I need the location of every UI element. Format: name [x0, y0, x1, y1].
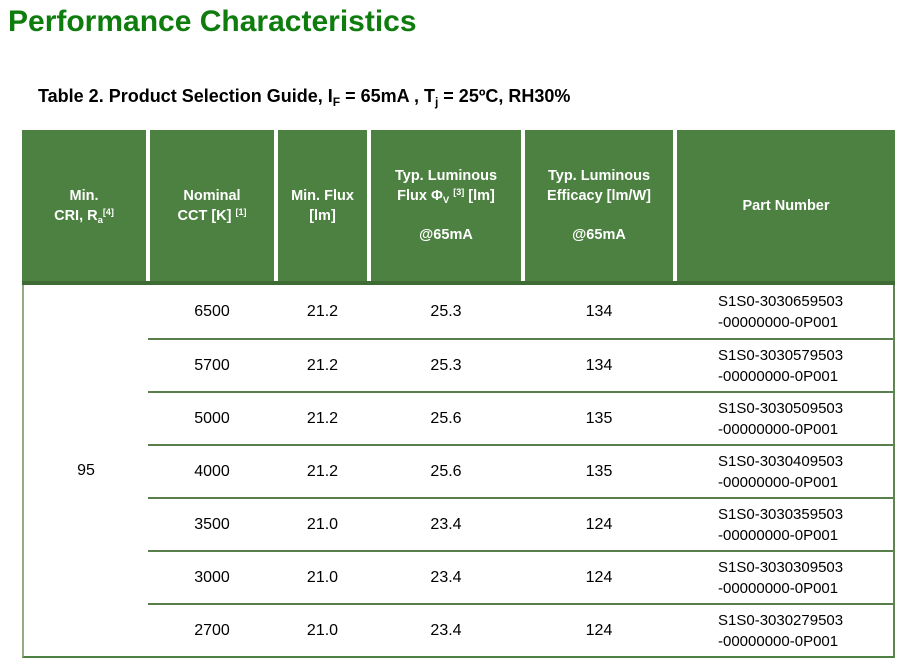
table-row: 3500 21.0 23.4 124 S1S0-3030359503 -0000… [148, 497, 893, 550]
header-cell-typ-luminous-flux: Typ. Luminous Flux ΦV [3] [lm] @65mA [371, 130, 521, 281]
part-number-line2: -00000000-0P001 [718, 632, 839, 650]
header-line: CRI, Ra[4] [54, 206, 114, 226]
part-number-line2: -00000000-0P001 [718, 473, 839, 491]
header-line: Nominal [183, 187, 241, 204]
part-number-cell: S1S0-3030659503 -00000000-0P001 [675, 285, 893, 338]
part-number-line1: S1S0-3030659503 [718, 292, 844, 310]
caption-sub-j: j [434, 95, 439, 109]
header-cell-typ-luminous-efficacy: Typ. Luminous Efficacy [lm/W] @65mA [525, 130, 673, 281]
part-number-line1: S1S0-3030279503 [718, 611, 844, 629]
page-title: Performance Characteristics [8, 5, 417, 38]
header-line: Typ. Luminous [394, 168, 498, 184]
header-line: CCT [K] [1] [177, 206, 247, 224]
min-flux-cell: 21.0 [306, 621, 339, 639]
header-line: Min. [69, 187, 99, 204]
typ-flux-cell: 23.4 [430, 515, 462, 533]
part-number-cell: S1S0-3030579503 -00000000-0P001 [675, 340, 893, 391]
header-cell-nominal-cct: Nominal CCT [K] [1] [150, 130, 274, 281]
part-number-cell: S1S0-3030359503 -00000000-0P001 [675, 499, 893, 550]
product-selection-table: Min. CRI, Ra[4] Nominal CCT [K] [1] Min.… [22, 130, 895, 658]
caption-text: Table 2. Product Selection Guide, I [38, 86, 333, 106]
efficacy-cell: 134 [585, 356, 613, 374]
cct-cell: 2700 [194, 621, 230, 639]
header-cell-part-number: Part Number [677, 130, 895, 281]
caption-sub-f: F [332, 95, 341, 109]
typ-flux-cell: 25.6 [430, 409, 462, 427]
typ-flux-cell: 23.4 [430, 568, 462, 586]
table-caption: Table 2. Product Selection Guide, IF = 6… [38, 86, 571, 109]
header-current-condition: @65mA [419, 227, 473, 243]
min-flux-cell: 21.2 [306, 302, 339, 320]
table-row: 2700 21.0 23.4 124 S1S0-3030279503 -0000… [148, 603, 893, 656]
header-line: Part Number [742, 197, 830, 214]
header-cell-min-flux: Min. Flux [lm] [278, 130, 367, 281]
part-number-cell: S1S0-3030509503 -00000000-0P001 [675, 393, 893, 444]
min-flux-cell: 21.2 [306, 409, 339, 427]
part-number-cell: S1S0-3030279503 -00000000-0P001 [675, 605, 893, 656]
header-line: Typ. Luminous [547, 168, 651, 184]
table-rows: 6500 21.2 25.3 134 S1S0-3030659503 -0000… [148, 285, 893, 656]
efficacy-cell: 134 [585, 302, 613, 320]
cct-cell: 5000 [194, 409, 230, 427]
part-number-line1: S1S0-3030509503 [718, 399, 844, 417]
efficacy-cell: 124 [585, 515, 613, 533]
header-line: [lm] [309, 207, 336, 224]
table-row: 5000 21.2 25.6 135 S1S0-3030509503 -0000… [148, 391, 893, 444]
caption-text: = 65mA , T [340, 86, 435, 106]
min-cri-merged-cell: 95 [77, 461, 95, 479]
min-flux-cell: 21.0 [306, 568, 339, 586]
header-current-condition: @65mA [572, 227, 626, 243]
table-header-row: Min. CRI, Ra[4] Nominal CCT [K] [1] Min.… [22, 130, 895, 285]
table-row: 6500 21.2 25.3 134 S1S0-3030659503 -0000… [148, 285, 893, 338]
table-row: 5700 21.2 25.3 134 S1S0-3030579503 -0000… [148, 338, 893, 391]
part-number-line1: S1S0-3030579503 [718, 346, 844, 364]
typ-flux-cell: 25.3 [430, 302, 462, 320]
header-line: Flux ΦV [3] [lm] [397, 187, 495, 206]
cct-cell: 3000 [194, 568, 230, 586]
part-number-line2: -00000000-0P001 [718, 526, 839, 544]
min-flux-cell: 21.2 [306, 356, 339, 374]
typ-flux-cell: 23.4 [430, 621, 462, 639]
part-number-line1: S1S0-3030359503 [718, 505, 844, 523]
min-flux-cell: 21.2 [306, 462, 339, 480]
part-number-line2: -00000000-0P001 [718, 367, 839, 385]
table-body: 95 6500 21.2 25.3 134 S1S0-3030659503 -0… [22, 285, 895, 658]
part-number-line2: -00000000-0P001 [718, 579, 839, 597]
table-row: 4000 21.2 25.6 135 S1S0-3030409503 -0000… [148, 444, 893, 497]
cct-cell: 6500 [194, 302, 230, 320]
table-row: 3000 21.0 23.4 124 S1S0-3030309503 -0000… [148, 550, 893, 603]
caption-text: = 25ºC, RH30% [438, 86, 571, 106]
cct-cell: 4000 [194, 462, 230, 480]
part-number-cell: S1S0-3030409503 -00000000-0P001 [675, 446, 893, 497]
cct-cell: 5700 [194, 356, 230, 374]
part-number-line1: S1S0-3030409503 [718, 452, 844, 470]
efficacy-cell: 124 [585, 568, 613, 586]
part-number-line2: -00000000-0P001 [718, 420, 839, 438]
cct-cell: 3500 [194, 515, 230, 533]
part-number-line1: S1S0-3030309503 [718, 558, 844, 576]
typ-flux-cell: 25.6 [430, 462, 462, 480]
min-flux-cell: 21.0 [306, 515, 339, 533]
header-cell-min-cri: Min. CRI, Ra[4] [22, 130, 146, 281]
efficacy-cell: 135 [585, 462, 613, 480]
efficacy-cell: 135 [585, 409, 613, 427]
header-line: Efficacy [lm/W] [547, 188, 651, 204]
header-line: Min. Flux [291, 187, 354, 204]
part-number-line2: -00000000-0P001 [718, 313, 839, 331]
typ-flux-cell: 25.3 [430, 356, 462, 374]
efficacy-cell: 124 [585, 621, 613, 639]
part-number-cell: S1S0-3030309503 -00000000-0P001 [675, 552, 893, 603]
